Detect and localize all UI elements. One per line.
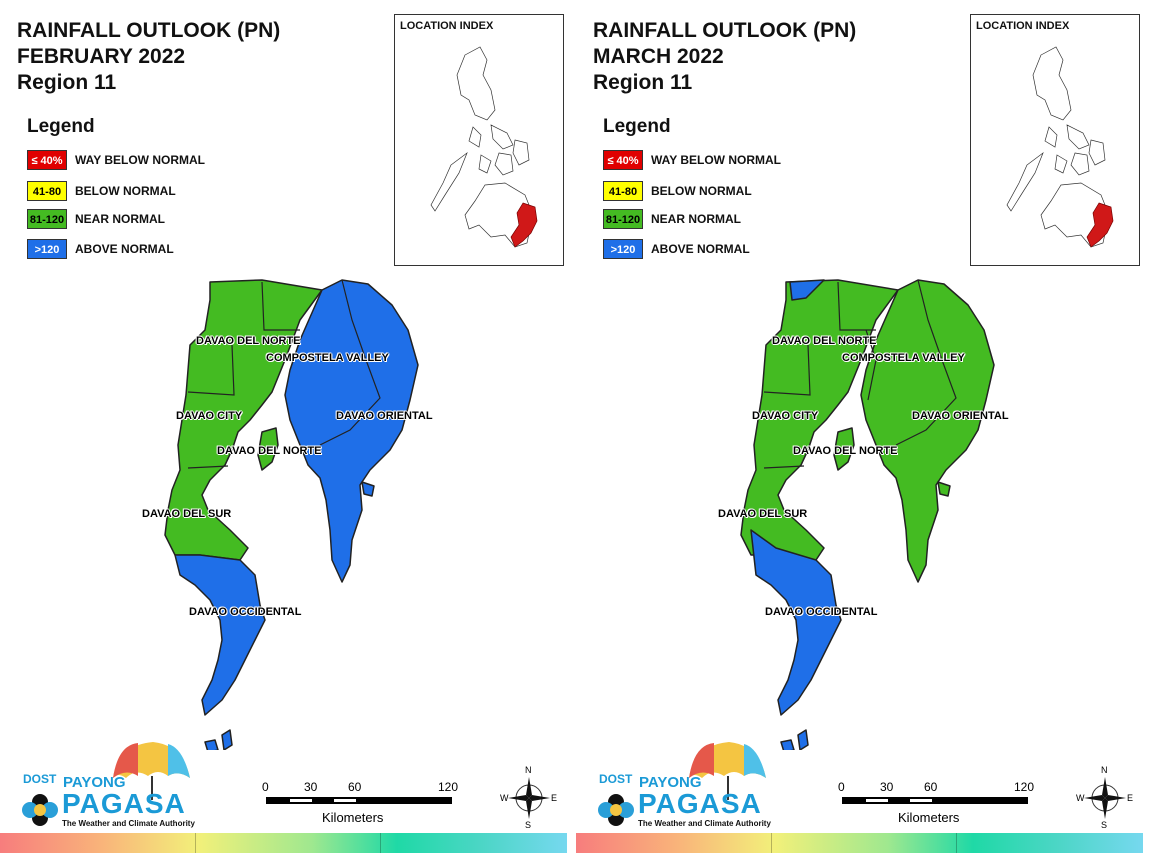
scale-tick-30: 30 — [880, 780, 894, 794]
scale-unit: Kilometers — [898, 810, 960, 825]
inset-title: LOCATION INDEX — [976, 20, 1070, 32]
compass-s: S — [1101, 820, 1108, 830]
province-davao-occidental — [174, 554, 266, 716]
title-line-3: Region 11 — [17, 71, 117, 94]
title-line-2: MARCH 2022 — [593, 45, 724, 68]
legend-swatch: 81-120 — [27, 209, 67, 229]
inset-title: LOCATION INDEX — [400, 20, 494, 32]
title-line-3: Region 11 — [593, 71, 693, 94]
umbrella-icon — [598, 742, 766, 826]
label-davao-del-norte: DAVAO DEL NORTE — [196, 335, 301, 347]
scale-tick-120: 120 — [1014, 780, 1035, 794]
region-map — [164, 279, 419, 750]
scale-bar-graphic — [266, 797, 452, 804]
highlight-region — [510, 202, 538, 248]
scale-tick-30: 30 — [304, 780, 318, 794]
province-davao-del-norte — [740, 279, 899, 561]
compass-n: N — [1101, 765, 1108, 775]
province-compostela-oriental — [860, 279, 995, 583]
logo-dost: DOST — [599, 772, 633, 786]
province-compostela-oriental — [284, 279, 419, 583]
panel-february: RAINFALL OUTLOOK (PN) FEBRUARY 2022 Regi… — [0, 14, 567, 853]
legend-title: Legend — [27, 116, 95, 137]
logo-dost: DOST — [23, 772, 57, 786]
pagasa-logo: DOST PAYONG PAGASA The Weather and Clima… — [594, 740, 774, 830]
label-davao-del-norte-2: DAVAO DEL NORTE — [793, 445, 898, 457]
scale-unit: Kilometers — [322, 810, 384, 825]
legend-label: BELOW NORMAL — [75, 184, 176, 198]
scale-tick-60: 60 — [924, 780, 938, 794]
scale-tick-60: 60 — [348, 780, 362, 794]
highlight-region — [1086, 202, 1114, 248]
logo-payong: PAYONG — [63, 774, 126, 791]
compass-w: W — [1076, 793, 1085, 803]
legend-label: WAY BELOW NORMAL — [75, 153, 206, 167]
panel-march: RAINFALL OUTLOOK (PN) MARCH 2022 Region … — [576, 0, 1152, 864]
compass-e: E — [1127, 793, 1134, 803]
legend-swatch: ≤ 40% — [603, 150, 643, 170]
title-line-2: FEBRUARY 2022 — [17, 45, 186, 68]
scale-bar: 0 30 60 120 Kilometers — [262, 778, 462, 828]
logo-tagline: The Weather and Climate Authority — [62, 819, 195, 828]
legend-label: ABOVE NORMAL — [651, 242, 750, 256]
legend-label: NEAR NORMAL — [651, 212, 741, 226]
philippines-outline — [1006, 46, 1114, 248]
legend-swatch: >120 — [27, 239, 67, 259]
province-davao-del-norte — [164, 279, 323, 561]
logo-pagasa: PAGASA — [638, 788, 762, 819]
umbrella-icon — [22, 742, 190, 826]
map-title: RAINFALL OUTLOOK (PN) MARCH 2022 Region … — [593, 18, 856, 96]
location-index-inset: LOCATION INDEX — [394, 14, 564, 266]
label-davao-city: DAVAO CITY — [752, 410, 819, 422]
compass-s: S — [525, 820, 532, 830]
legend-title: Legend — [603, 116, 671, 137]
label-davao-occidental: DAVAO OCCIDENTAL — [189, 606, 302, 618]
province-davao-occidental — [750, 529, 842, 716]
compass-rose-icon: N S W E — [500, 765, 558, 830]
philippines-outline — [430, 46, 538, 248]
label-davao-del-norte-2: DAVAO DEL NORTE — [217, 445, 322, 457]
label-compostela-valley: COMPOSTELA VALLEY — [842, 352, 965, 364]
scale-bar-graphic — [842, 797, 1028, 804]
logo-payong: PAYONG — [639, 774, 702, 791]
legend-label: BELOW NORMAL — [651, 184, 752, 198]
scale-tick-120: 120 — [438, 780, 459, 794]
logo-pagasa: PAGASA — [62, 788, 186, 819]
compass-e: E — [551, 793, 558, 803]
label-davao-del-norte: DAVAO DEL NORTE — [772, 335, 877, 347]
label-davao-del-sur: DAVAO DEL SUR — [142, 508, 232, 520]
color-band — [576, 833, 1143, 853]
legend-swatch: 41-80 — [27, 181, 67, 201]
title-line-1: RAINFALL OUTLOOK (PN) — [593, 19, 857, 42]
scale-tick-0: 0 — [262, 780, 269, 794]
label-davao-oriental: DAVAO ORIENTAL — [336, 410, 433, 422]
legend-swatch: >120 — [603, 239, 643, 259]
compass-n: N — [525, 765, 532, 775]
legend-swatch: 81-120 — [603, 209, 643, 229]
pagasa-logo: DOST PAYONG PAGASA The Weather and Clima… — [18, 740, 198, 830]
label-compostela-valley: COMPOSTELA VALLEY — [266, 352, 389, 364]
label-davao-city: DAVAO CITY — [176, 410, 243, 422]
legend-label: WAY BELOW NORMAL — [651, 153, 782, 167]
location-index-inset: LOCATION INDEX — [970, 14, 1140, 266]
label-davao-occidental: DAVAO OCCIDENTAL — [765, 606, 878, 618]
scale-tick-0: 0 — [838, 780, 845, 794]
map-title: RAINFALL OUTLOOK (PN) FEBRUARY 2022 Regi… — [17, 18, 280, 96]
legend-label: ABOVE NORMAL — [75, 242, 174, 256]
scale-bar: 0 30 60 120 Kilometers — [838, 778, 1038, 828]
logo-tagline: The Weather and Climate Authority — [638, 819, 771, 828]
compass-rose-icon: N S W E — [1076, 765, 1134, 830]
compass-w: W — [500, 793, 509, 803]
legend-swatch: 41-80 — [603, 181, 643, 201]
label-davao-del-sur: DAVAO DEL SUR — [718, 508, 808, 520]
title-line-1: RAINFALL OUTLOOK (PN) — [17, 19, 281, 42]
legend-label: NEAR NORMAL — [75, 212, 165, 226]
label-davao-oriental: DAVAO ORIENTAL — [912, 410, 1009, 422]
region-map — [740, 279, 995, 750]
legend-swatch: ≤ 40% — [27, 150, 67, 170]
color-band — [0, 833, 567, 853]
